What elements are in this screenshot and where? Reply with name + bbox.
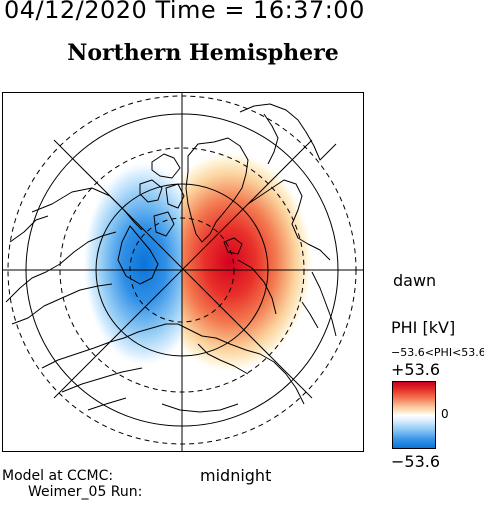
colorbar-title: PHI [kV]: [391, 318, 456, 337]
colorbar-min-label: −53.6: [391, 452, 441, 471]
midnight-label: midnight: [200, 466, 272, 485]
footer-model-label: Model at CCMC:: [2, 468, 114, 484]
colorbar-range: −53.6<PHI<53.6: [391, 346, 484, 359]
colorbar-max-label: +53.6: [391, 360, 441, 379]
dawn-label: dawn: [393, 271, 437, 290]
negative-potential-cell: [82, 160, 182, 368]
colorbar: [392, 381, 436, 449]
date-time-header: 04/12/2020 Time = 16:37:00: [4, 0, 365, 24]
coastlines: [5, 103, 337, 413]
meridian-lines: [2, 92, 364, 452]
hemisphere-title: Northern Hemisphere: [67, 40, 339, 66]
polar-map-svg: [2, 92, 364, 452]
footer-run-label: Weimer_05 Run:: [28, 484, 143, 500]
colorbar-mid-label: 0: [441, 407, 449, 421]
polar-map: [2, 92, 364, 452]
